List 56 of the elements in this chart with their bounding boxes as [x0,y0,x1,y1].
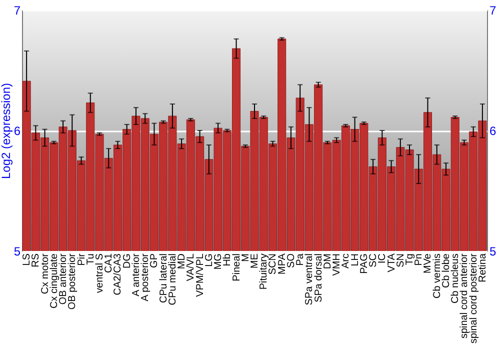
x-tick-label: PAG [358,253,370,274]
x-tick-label: Cb vermis [432,254,443,299]
x-tick-label: IC [377,254,388,264]
x-tick-label: RS [30,253,42,268]
x-tick-label: Pineal [231,254,242,282]
x-tick-label: VA/VL [186,253,197,282]
x-tick-label: Tu [85,254,96,265]
x-tick-label: VMH [332,254,343,276]
x-tick-label: Cx motor [40,252,51,294]
x-tick-label: A anterior [130,252,142,296]
x-tick-label: Arc [340,254,352,268]
y-tick-label: 7 [14,4,21,18]
x-tick-label: Cx cingulate [48,253,60,309]
x-tick-label: VPM/VPL [194,253,206,297]
x-tick-label: spinal cord anterior [459,252,470,339]
x-tick-label: ventral S [94,253,106,293]
x-tick-label: SO [286,253,297,268]
x-tick-label: VTA [386,253,398,272]
x-tick-label: CPu lateral [158,254,170,303]
y-axis-title: Log2 (expression) [0,82,13,180]
x-tick-label: CA1 [104,253,115,273]
x-tick-label: GP [149,253,160,268]
x-tick-label: ME [250,253,260,268]
x-tick-label: LS [22,253,33,266]
y-tick-label: 5 [14,244,21,258]
x-tick-label: CPu medial [167,254,178,306]
x-tick-label: Pir [76,252,88,266]
x-tick-label: LH [350,254,361,266]
x-tick-label: Cb lobe [440,253,452,288]
x-tick-label: SPa ventral [304,254,316,306]
x-tick-label: SPa dorsal [313,254,324,302]
x-tick-label: SC [368,254,380,268]
x-tick-label: DG [122,253,133,268]
x-tick-label: Pa [295,253,306,266]
x-tick-label: Hb [222,253,234,266]
y2-tick-label: 7 [490,4,496,18]
x-tick-label: CA2/CA3 [112,253,124,296]
x-tick-label: Pn [414,254,425,266]
x-tick-label: MVe [422,253,434,274]
x-tick-label: SCN [268,254,279,275]
x-tick-label: Tg [404,254,416,266]
x-tick-label: Retina [477,253,488,282]
x-tick-label: Cb nucleus [450,254,462,304]
y-tick-label: 6 [14,124,21,138]
x-tick-label: OB posterior [67,252,78,310]
x-tick-label: OB anterior [58,252,70,305]
x-tick-label: SN [395,254,406,268]
x-tick-label: M [240,254,252,262]
x-tick-label: A posterior [140,252,152,302]
y2-tick-label: 6 [490,124,496,138]
x-tick-label: DM [322,254,334,270]
y2-tick-label: 5 [490,244,496,258]
x-tick-label: Pituitary [258,254,270,290]
x-tick-label: spinal cord posterior [468,252,480,344]
x-tick-label: LG [204,253,215,267]
x-tick-label: MPA [276,253,288,274]
